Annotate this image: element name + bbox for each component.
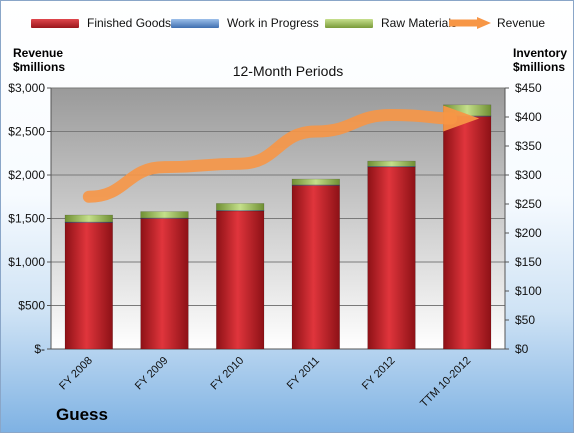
legend-label: Work in Progress xyxy=(227,16,319,30)
legend-label: Revenue xyxy=(497,16,546,30)
right-axis-title-line2: $millions xyxy=(513,60,566,74)
legend-swatch-revenue xyxy=(449,17,491,29)
revenue-arrowhead xyxy=(443,105,480,132)
legend-label: Finished Goods xyxy=(87,16,172,30)
right-tick-label: $100 xyxy=(515,284,542,298)
right-tick-label: $0 xyxy=(515,342,529,356)
category-label: FY 2012 xyxy=(360,355,398,393)
right-tick-label: $300 xyxy=(515,168,542,182)
left-tick-label: $500 xyxy=(18,299,45,313)
bar-raw-materials xyxy=(367,160,416,167)
category-label: FY 2011 xyxy=(285,355,322,392)
category-label: FY 2010 xyxy=(209,355,247,393)
legend-swatch-raw-materials xyxy=(325,18,373,28)
right-tick-label: $50 xyxy=(515,313,535,327)
legend-swatch-work-in-progress xyxy=(171,18,219,28)
bar-finished-goods xyxy=(291,185,340,350)
revenue-line xyxy=(82,108,458,203)
category-label: FY 2009 xyxy=(133,355,171,393)
bar-raw-materials xyxy=(140,211,189,219)
left-axis-title-line2: $millions xyxy=(13,60,66,74)
right-tick-label: $150 xyxy=(515,255,542,269)
legend-label: Raw Materials xyxy=(381,16,458,30)
right-tick-label: $350 xyxy=(515,139,542,153)
left-tick-label: $2,000 xyxy=(8,168,45,182)
left-tick-label: $1,500 xyxy=(8,212,45,226)
left-axis-title-line1: Revenue xyxy=(13,46,64,60)
legend-work-in-progress: Work in Progress xyxy=(171,16,319,30)
bar-finished-goods xyxy=(140,218,189,350)
bar-raw-materials xyxy=(291,178,340,186)
left-axis-title: Revenue $millions xyxy=(13,46,65,74)
legend-swatch-finished-goods xyxy=(31,18,79,28)
company-name: Guess xyxy=(56,405,108,424)
left-tick-label: $1,000 xyxy=(8,255,45,269)
legend-finished-goods: Finished Goods xyxy=(31,16,171,30)
bar-finished-goods xyxy=(443,116,492,350)
category-label: FY 2008 xyxy=(57,355,95,393)
left-tick-label: $2,500 xyxy=(8,125,45,139)
chart-subtitle: 12-Month Periods xyxy=(232,63,344,79)
right-axis-title: Inventory $millions xyxy=(513,46,567,74)
left-tick-label: $- xyxy=(34,342,45,356)
right-tick-label: $400 xyxy=(515,110,542,124)
legend-raw-materials: Raw Materials xyxy=(325,16,457,30)
category-label: TTM 10-2012 xyxy=(418,355,473,410)
bar-raw-materials xyxy=(216,203,265,211)
bar-raw-materials xyxy=(64,214,113,223)
right-tick-label: $250 xyxy=(515,197,542,211)
bar-finished-goods xyxy=(64,222,113,350)
right-tick-label: $200 xyxy=(515,226,542,240)
right-tick-label: $450 xyxy=(515,81,542,95)
bar-finished-goods xyxy=(367,166,416,350)
right-axis-title-line1: Inventory xyxy=(513,46,568,60)
left-tick-label: $3,000 xyxy=(8,81,45,95)
legend-revenue: Revenue xyxy=(447,16,545,30)
bar-finished-goods xyxy=(216,210,265,350)
